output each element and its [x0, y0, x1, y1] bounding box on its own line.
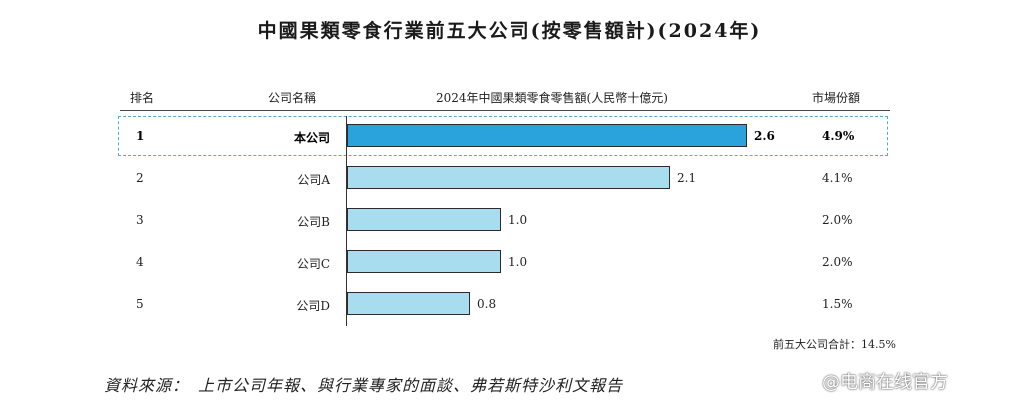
bar	[347, 292, 470, 315]
share-label: 4.1%	[822, 171, 853, 185]
watermark: @电商在线官方	[822, 372, 948, 393]
chart-title: 中國果類零食行業前五大公司(按零售額計)(2024年)	[257, 20, 762, 42]
header-value: 2024年中國果類零食零售額(人民幣十億元)	[436, 91, 668, 105]
bar-value-label: 1.0	[508, 255, 528, 269]
company-label: 公司C	[296, 257, 330, 271]
rank-label: 5	[136, 297, 144, 311]
bar-value-label: 1.0	[508, 213, 528, 227]
company-label: 公司A	[297, 173, 330, 187]
header-divider	[120, 110, 890, 111]
share-label: 2.0%	[822, 213, 853, 227]
bar	[347, 208, 501, 231]
company-label: 本公司	[293, 131, 330, 145]
header-share: 市場份額	[812, 91, 861, 105]
rank-label: 3	[136, 213, 144, 227]
share-label: 1.5%	[822, 297, 853, 311]
company-label: 公司B	[297, 215, 330, 229]
bar	[347, 250, 501, 273]
bar-value-label: 0.8	[477, 297, 497, 311]
share-label: 2.0%	[822, 255, 853, 269]
bar-value-label: 2.1	[677, 171, 697, 185]
highlight-box	[118, 116, 888, 156]
bar-value-label: 2.6	[754, 129, 775, 143]
rank-label: 1	[136, 129, 145, 143]
bar	[347, 166, 670, 189]
rank-label: 2	[136, 171, 144, 185]
source-note: 資料來源： 上市公司年報、與行業專家的面談、弗若斯特沙利文報告	[104, 376, 624, 395]
bar	[347, 124, 747, 147]
rank-label: 4	[136, 255, 144, 269]
company-label: 公司D	[296, 299, 330, 313]
header-company: 公司名稱	[268, 91, 317, 105]
share-label: 4.9%	[822, 129, 855, 143]
y-axis-line	[346, 116, 347, 326]
header-rank: 排名	[130, 91, 155, 105]
total-share-note: 前五大公司合計：14.5%	[773, 338, 896, 351]
